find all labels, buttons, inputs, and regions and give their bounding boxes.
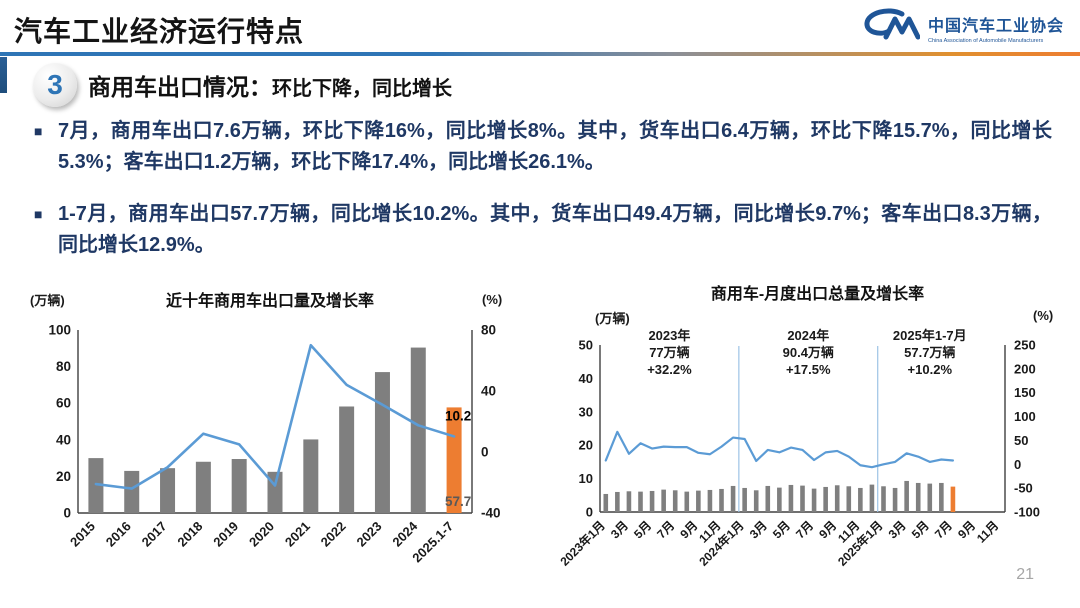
- svg-text:3月: 3月: [608, 518, 631, 541]
- svg-text:5月: 5月: [631, 518, 654, 541]
- svg-text:7月: 7月: [654, 518, 677, 541]
- svg-text:2025年1-7月: 2025年1-7月: [893, 328, 967, 343]
- svg-text:-100: -100: [1014, 505, 1040, 520]
- svg-text:2019: 2019: [210, 519, 241, 550]
- svg-text:5月: 5月: [909, 518, 932, 541]
- section-heading-main: 商用车出口情况：: [88, 74, 272, 100]
- chart-title: 商用车-月度出口总量及增长率: [710, 286, 925, 303]
- svg-text:0: 0: [1014, 457, 1021, 472]
- svg-text:2015: 2015: [67, 519, 98, 550]
- svg-text:20: 20: [56, 469, 71, 484]
- svg-text:20: 20: [579, 438, 593, 453]
- svg-text:40: 40: [579, 371, 593, 386]
- page-title: 汽车工业经济运行特点: [14, 16, 305, 47]
- svg-text:9月: 9月: [955, 518, 978, 541]
- svg-text:0: 0: [63, 506, 71, 521]
- svg-text:77万辆: 77万辆: [649, 345, 689, 360]
- svg-text:2023: 2023: [354, 519, 385, 550]
- right-axis-unit: (%): [482, 292, 503, 307]
- svg-text:7月: 7月: [793, 518, 816, 541]
- svg-text:10.2: 10.2: [445, 408, 471, 423]
- svg-text:50: 50: [579, 338, 593, 353]
- svg-text:-40: -40: [481, 506, 501, 521]
- svg-text:10: 10: [579, 471, 593, 486]
- bullet-text: 7月，商用车出口7.6万辆，环比下降16%，同比增长8%。其中，货车出口6.4万…: [58, 120, 1052, 173]
- svg-text:30: 30: [579, 404, 593, 419]
- svg-text:90.4万辆: 90.4万辆: [783, 345, 834, 360]
- svg-text:80: 80: [56, 359, 71, 374]
- svg-text:57.7: 57.7: [445, 494, 471, 509]
- section-heading-sub: 环比下降，同比增长: [272, 78, 452, 100]
- svg-text:5月: 5月: [770, 518, 793, 541]
- svg-text:250: 250: [1014, 338, 1036, 353]
- logo-cm-icon: [862, 8, 921, 47]
- svg-text:57.7万辆: 57.7万辆: [904, 345, 955, 360]
- annual-exports-plot: 0 20 40 60 80 100 -40 0 40 80 2015 2016 2017 2018 2019…: [48, 323, 501, 566]
- svg-text:100: 100: [1014, 409, 1036, 424]
- left-accent-stripe: [0, 57, 7, 93]
- svg-text:40: 40: [56, 432, 71, 447]
- svg-text:+17.5%: +17.5%: [786, 362, 831, 377]
- left-axis-unit: (万辆): [30, 293, 65, 308]
- svg-text:3月: 3月: [747, 518, 770, 541]
- svg-text:3月: 3月: [886, 518, 909, 541]
- chart-title: 近十年商用车出口量及增长率: [165, 293, 374, 310]
- svg-text:7月: 7月: [932, 518, 955, 541]
- svg-text:2022: 2022: [318, 519, 349, 550]
- chart-monthly-exports: (万辆) (%) 商用车-月度出口总量及增长率 0 10 20 30 40 50 -100 -…: [555, 282, 1080, 594]
- svg-text:+10.2%: +10.2%: [908, 362, 953, 377]
- svg-text:9月: 9月: [816, 518, 839, 541]
- svg-text:-50: -50: [1014, 481, 1033, 496]
- bullet-item: ■ 7月，商用车出口7.6万辆，环比下降16%，同比增长8%。其中，货车出口6.…: [34, 116, 1052, 178]
- svg-text:150: 150: [1014, 385, 1036, 400]
- svg-text:2020: 2020: [246, 519, 277, 550]
- svg-text:40: 40: [481, 384, 496, 399]
- logo-org-name: 中国汽车工业协会: [927, 17, 1064, 35]
- svg-text:2016: 2016: [103, 519, 134, 550]
- bullet-marker-icon: ■: [34, 123, 43, 139]
- bullet-text: 1-7月，商用车出口57.7万辆，同比增长10.2%。其中，货车出口49.4万辆…: [58, 203, 1052, 256]
- svg-text:+32.2%: +32.2%: [647, 362, 692, 377]
- chart-annual-exports: (万辆) (%) 近十年商用车出口量及增长率 0 20 40 60 80 100 -40 0 4…: [20, 282, 520, 594]
- svg-text:2023年: 2023年: [648, 328, 690, 343]
- svg-text:50: 50: [1014, 433, 1028, 448]
- left-axis-unit: (万辆): [595, 311, 630, 326]
- section-number-badge: 3: [33, 63, 77, 107]
- svg-text:2021: 2021: [282, 519, 313, 550]
- svg-text:0: 0: [481, 445, 489, 460]
- svg-text:9月: 9月: [677, 518, 700, 541]
- logo-org-name-en: China Association of Automobile Manufact…: [927, 37, 1044, 44]
- svg-text:100: 100: [48, 323, 71, 338]
- section-heading: 商用车出口情况： 环比下降，同比增长: [88, 68, 452, 102]
- svg-text:200: 200: [1014, 361, 1036, 376]
- bullet-item: ■ 1-7月，商用车出口57.7万辆，同比增长10.2%。其中，货车出口49.4…: [34, 199, 1052, 261]
- svg-text:11月: 11月: [974, 518, 1001, 545]
- right-axis-unit: (%): [1033, 308, 1054, 323]
- header-divider: [0, 52, 1080, 56]
- svg-text:80: 80: [481, 323, 496, 338]
- svg-text:2017: 2017: [139, 519, 170, 550]
- monthly-exports-plot: 0 10 20 30 40 50 -100 -50 0 50 100 150 200 250 2023年1月…: [557, 328, 1040, 569]
- page-number: 21: [1016, 566, 1034, 583]
- svg-text:2024年: 2024年: [787, 328, 829, 343]
- svg-text:2023年1月: 2023年1月: [557, 518, 608, 569]
- bullet-marker-icon: ■: [34, 206, 43, 222]
- bullet-list: ■ 7月，商用车出口7.6万辆，环比下降16%，同比增长8%。其中，货车出口6.…: [34, 116, 1052, 282]
- svg-text:2024: 2024: [389, 518, 421, 550]
- svg-text:0: 0: [586, 505, 593, 520]
- svg-text:2018: 2018: [174, 519, 205, 550]
- svg-text:60: 60: [56, 396, 71, 411]
- org-logo: 中国汽车工业协会 China Association of Automobile…: [862, 8, 1064, 47]
